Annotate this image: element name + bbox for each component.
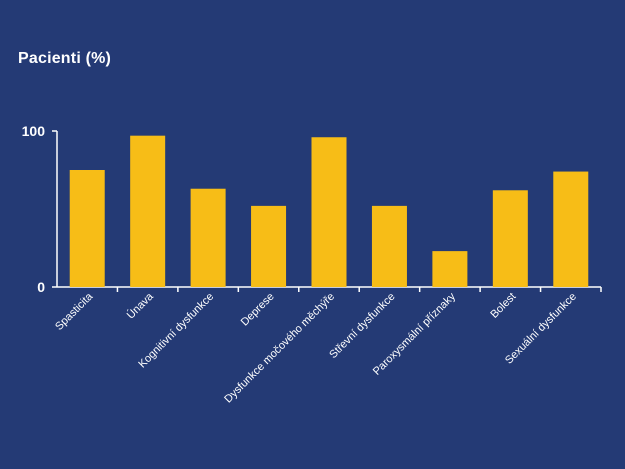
bar <box>190 188 226 287</box>
bar <box>432 251 468 287</box>
x-category-label: Deprese <box>239 291 277 329</box>
bars <box>69 135 589 287</box>
x-category-label: Spasticita <box>53 290 96 333</box>
x-category-label: Střevní dysfunkce <box>327 291 397 361</box>
y-tick-label: 100 <box>22 123 46 139</box>
bar <box>311 137 347 287</box>
bar <box>251 205 287 287</box>
y-axis-title: Pacienti (%) <box>18 50 112 67</box>
bar <box>492 190 528 287</box>
y-tick-label: 0 <box>37 279 45 295</box>
bar <box>553 171 589 287</box>
bar <box>371 205 407 287</box>
x-category-label: Dysfunkce močového měchýře <box>222 291 337 406</box>
x-category-label: Únava <box>124 289 156 321</box>
y-ticks: 0 100 <box>22 123 57 295</box>
x-category-label: Bolest <box>488 291 518 321</box>
bar <box>130 135 166 287</box>
bar <box>69 170 105 287</box>
